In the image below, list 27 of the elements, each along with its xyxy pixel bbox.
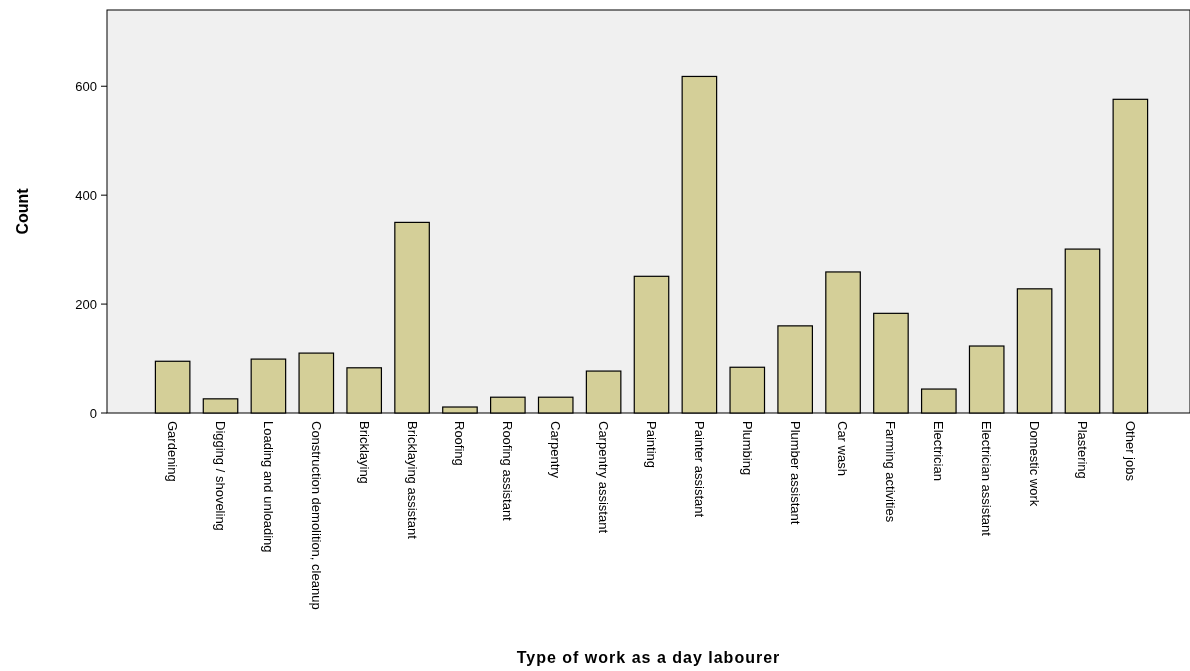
x-tick-label: Construction demolition, cleanup [308,421,324,610]
x-tick-label: Plumber assistant [787,421,803,525]
y-tick-label: 400 [75,187,97,203]
x-tick-label: Bricklaying assistant [404,421,420,540]
x-tick-label: Electrician assistant [979,421,995,537]
x-tick-label: Carpentry [548,421,564,479]
y-tick-label: 0 [89,405,97,421]
x-tick-label: Painter assistant [691,421,707,518]
x-tick-label: Roofing assistant [500,421,516,522]
y-tick-label: 600 [75,78,97,94]
x-tick-label: Digging / shoveling [212,421,228,531]
y-tick-label: 200 [75,296,97,312]
x-tick-label: Electrician [931,421,947,481]
x-tick-label: Plumbing [739,421,755,476]
x-tick-label: Loading and unloading [260,421,276,553]
y-axis-title: Count [14,187,31,235]
x-tick-label: Domestic work [1027,421,1043,507]
x-tick-label: Painting [643,421,659,468]
x-tick-label: Other jobs [1122,421,1138,482]
x-tick-label: Car wash [835,421,851,476]
x-axis-title: Type of work as a day labourer [516,649,781,666]
x-tick-label: Farming activities [883,421,899,523]
x-tick-label: Roofing [452,421,468,466]
x-tick-label: Plastering [1074,421,1090,479]
x-tick-label: Bricklaying [356,421,372,484]
x-tick-label: Gardening [165,421,181,482]
x-tick-label: Carpentry assistant [596,421,612,534]
